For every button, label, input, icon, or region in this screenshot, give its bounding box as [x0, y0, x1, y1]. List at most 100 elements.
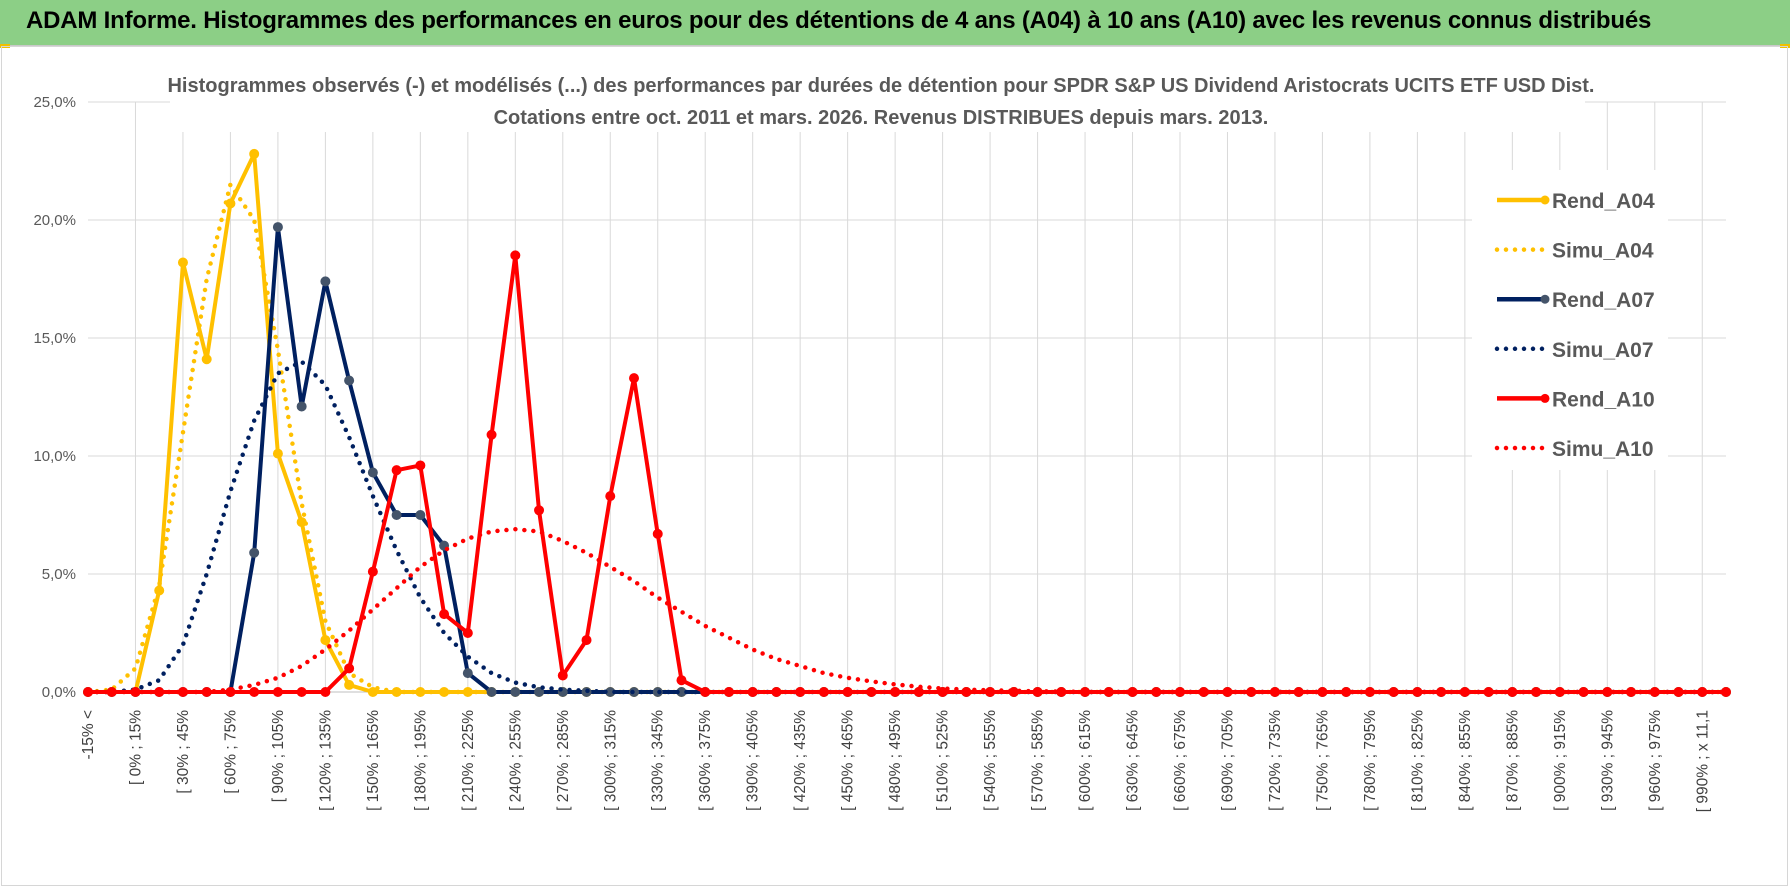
- rend-a10-point: [415, 460, 426, 471]
- x-tick-label: [ 960% ; 975%: [1647, 710, 1664, 811]
- simu-a10-line: [85, 526, 1729, 695]
- legend-background: [1472, 170, 1668, 470]
- rend-a07-point: [320, 276, 331, 287]
- rend-a07-point: [415, 510, 426, 520]
- rend-a04-point: [367, 687, 378, 697]
- rend-a10-point: [842, 687, 853, 697]
- x-tick-label: [ 600% ; 615%: [1077, 710, 1094, 811]
- rend-a10-point: [937, 687, 948, 697]
- rend-a10-point: [818, 687, 829, 697]
- rend-a10-point: [629, 373, 639, 384]
- rend-a04-point: [177, 257, 188, 268]
- x-tick-label: [ 0% ; 15%: [127, 710, 144, 785]
- rend-a07-point: [296, 401, 307, 412]
- x-tick-label: [ 150% ; 165%: [365, 710, 382, 811]
- rend-a10-point: [439, 609, 450, 620]
- x-tick-label: [ 990% ; x 11,1: [1694, 710, 1711, 812]
- x-tick-label: [ 900% ; 915%: [1552, 710, 1569, 811]
- rend-a10-point: [890, 687, 901, 697]
- rend-a10-point: [700, 687, 711, 697]
- x-tick-label: [ 30% ; 45%: [175, 710, 192, 794]
- rend-a10-point: [510, 250, 521, 261]
- x-tick-label: [ 180% ; 195%: [412, 710, 429, 811]
- rend-a10-point: [605, 491, 616, 502]
- rend-a04-point: [249, 148, 260, 159]
- rend-a10-point: [795, 687, 806, 697]
- x-tick-label: [ 120% ; 135%: [317, 710, 334, 811]
- rend-a07-point: [272, 222, 283, 233]
- x-tick-label: [ 210% ; 225%: [460, 710, 477, 811]
- rend-a10-point: [557, 670, 568, 681]
- series-layer: [83, 148, 1731, 697]
- x-tick-label: [ 690% ; 705%: [1219, 710, 1236, 811]
- rend-a10-point: [391, 465, 402, 476]
- legend-label-rend-a10: Rend_A10: [1552, 388, 1655, 411]
- rend-a07-point: [344, 375, 355, 386]
- rend-a07-point: [486, 687, 497, 697]
- rend-a10-point: [723, 687, 734, 697]
- x-tick-label: [ 570% ; 585%: [1030, 710, 1047, 811]
- y-tick-label: 0,0%: [42, 684, 76, 701]
- x-tick-label: [ 300% ; 315%: [602, 710, 619, 811]
- rend-a07-point: [391, 510, 402, 520]
- x-tick-label: [ 270% ; 285%: [555, 710, 572, 811]
- rend-a10-point: [534, 505, 545, 516]
- x-tick-label: [ 390% ; 405%: [745, 710, 762, 811]
- x-tick-label: [ 420% ; 435%: [792, 710, 809, 811]
- rend-a07-point: [534, 687, 545, 697]
- x-tick-label: [ 240% ; 255%: [507, 710, 524, 811]
- rend-a10-point: [320, 687, 331, 697]
- rend-a04-point: [344, 679, 355, 690]
- rend-a07-point: [510, 687, 521, 697]
- x-tick-label: [ 60% ; 75%: [222, 710, 239, 794]
- rend-a10-point: [296, 687, 307, 697]
- legend-label-simu-a04: Simu_A04: [1552, 240, 1654, 263]
- x-tick-label: [ 90% ; 105%: [270, 710, 287, 802]
- report-banner: ADAM Informe. Histogrammes des performan…: [0, 0, 1790, 46]
- x-tick-label: [ 840% ; 855%: [1457, 710, 1474, 811]
- chart-title-line-1: Histogrammes observés (-) et modélisés (…: [167, 75, 1594, 97]
- x-tick-label: [ 330% ; 345%: [650, 710, 667, 811]
- x-tick-label: [ 930% ; 945%: [1599, 710, 1616, 811]
- rend-a10-point: [367, 566, 378, 577]
- legend-label-simu-a10: Simu_A10: [1552, 438, 1654, 461]
- x-tick-label: [ 810% ; 825%: [1409, 710, 1426, 811]
- report-title: ADAM Informe. Histogrammes des performan…: [26, 7, 1652, 34]
- rend-a10-point: [462, 628, 473, 638]
- chart-title: Histogrammes observés (-) et modélisés (…: [167, 66, 1595, 132]
- x-tick-label: [ 360% ; 375%: [697, 710, 714, 811]
- rend-a10-point: [581, 635, 592, 646]
- rend-a10-point: [272, 687, 283, 697]
- legend: Rend_A04 Simu_A04 Rend_A07 Simu_A07 Rend_A10…: [1472, 170, 1668, 470]
- chart-frame: [1, 46, 1788, 886]
- rend-a10-point: [486, 429, 497, 440]
- chart-title-line-2: Cotations entre oct. 2011 et mars. 2026.…: [494, 107, 1269, 129]
- x-tick-label: -15% <: [80, 710, 97, 760]
- legend-marker-rend-a07: [1540, 294, 1550, 304]
- rend-a10-point: [771, 687, 782, 697]
- y-tick-label: 15,0%: [33, 330, 76, 347]
- x-tick-label: [ 450% ; 465%: [840, 710, 857, 811]
- rend-a04-point: [201, 354, 212, 365]
- y-tick-label: 20,0%: [33, 212, 76, 229]
- rend-a10-point: [249, 687, 260, 697]
- rend-a10-point: [676, 675, 687, 686]
- legend-marker-rend-a04: [1540, 195, 1550, 205]
- legend-label-simu-a07: Simu_A07: [1552, 339, 1654, 362]
- y-tick-label: 10,0%: [33, 448, 76, 465]
- x-tick-label: [ 870% ; 885%: [1504, 710, 1521, 811]
- x-tick-label: [ 660% ; 675%: [1172, 710, 1189, 811]
- rend-a04-point: [320, 635, 331, 646]
- y-axis: 0,0% 5,0% 10,0% 15,0% 20,0% 25,0%: [33, 94, 76, 701]
- rend-a07-point: [249, 547, 260, 558]
- rend-a10-point: [866, 687, 877, 697]
- legend-marker-rend-a10: [1540, 393, 1550, 403]
- x-tick-label: [ 510% ; 525%: [935, 710, 952, 811]
- legend-label-rend-a07: Rend_A07: [1552, 289, 1655, 312]
- rend-a04-point: [272, 448, 283, 459]
- x-tick-label: [ 750% ; 765%: [1314, 710, 1331, 811]
- x-tick-label: [ 720% ; 735%: [1267, 710, 1284, 811]
- rend-a10-point: [913, 687, 924, 697]
- x-tick-label: [ 480% ; 495%: [887, 710, 904, 811]
- legend-label-rend-a04: Rend_A04: [1552, 190, 1655, 213]
